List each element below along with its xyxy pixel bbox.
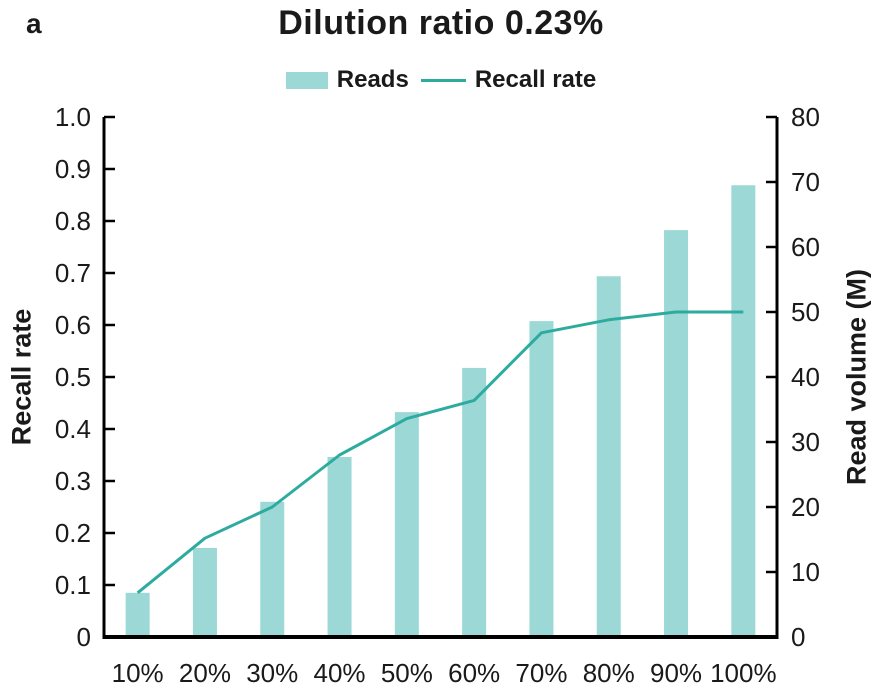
left-axis-tick-label: 0 bbox=[77, 622, 91, 652]
bar-reads-20% bbox=[192, 547, 217, 637]
right-axis-tick-label: 50 bbox=[791, 297, 820, 327]
bar-reads-70% bbox=[529, 321, 554, 637]
bar-reads-30% bbox=[260, 501, 285, 637]
right-axis-tick-label: 20 bbox=[791, 492, 820, 522]
x-axis-tick-label: 80% bbox=[583, 658, 635, 688]
legend-label-recall-rate: Recall rate bbox=[474, 66, 597, 93]
legend-label-reads: Reads bbox=[336, 66, 409, 93]
right-axis-tick-label: 40 bbox=[791, 362, 820, 392]
left-axis-tick-label: 0.8 bbox=[55, 206, 91, 236]
left-axis-tick-label: 0.5 bbox=[55, 362, 91, 392]
x-axis-tick-label: 50% bbox=[381, 658, 433, 688]
bar-reads-40% bbox=[327, 456, 352, 637]
right-axis-tick-label: 70 bbox=[791, 167, 820, 197]
x-axis-tick-label: 100% bbox=[710, 658, 777, 688]
x-axis-tick-label: 10% bbox=[112, 658, 164, 688]
right-axis-tick-label: 80 bbox=[791, 102, 820, 132]
right-axis-tick-label: 30 bbox=[791, 427, 820, 457]
left-axis-tick-label: 1.0 bbox=[55, 102, 91, 132]
recall-rate-line bbox=[136, 310, 744, 594]
bar-reads-10% bbox=[125, 592, 150, 637]
right-axis-tick-label: 0 bbox=[791, 622, 805, 652]
x-axis-tick-label: 40% bbox=[314, 658, 366, 688]
panel-label: a bbox=[26, 8, 42, 39]
x-axis-tick-label: 70% bbox=[515, 658, 567, 688]
right-axis-tick-label: 60 bbox=[791, 232, 820, 262]
x-axis-tick-label: 30% bbox=[246, 658, 298, 688]
left-axis-tick-label: 0.2 bbox=[55, 518, 91, 548]
reads-swatch-icon bbox=[285, 71, 328, 89]
right-axis-tick-label: 10 bbox=[791, 557, 820, 587]
left-axis-tick-label: 0.1 bbox=[55, 570, 91, 600]
left-axis-tick-label: 0.3 bbox=[55, 466, 91, 496]
bar-reads-90% bbox=[664, 230, 689, 637]
chart-title: Dilution ratio 0.23% bbox=[278, 4, 604, 42]
legend: Reads Recall rate bbox=[0, 66, 882, 94]
bar-reads-60% bbox=[462, 367, 487, 637]
legend-item-reads: Reads bbox=[285, 66, 409, 94]
x-axis-tick-label: 60% bbox=[448, 658, 500, 688]
legend-item-recall-rate: Recall rate bbox=[420, 66, 597, 94]
recall-rate-line-icon bbox=[420, 78, 466, 82]
bar-reads-100% bbox=[731, 185, 756, 637]
left-axis-tick-label: 0.4 bbox=[55, 414, 91, 444]
left-axis-tick-label: 0.9 bbox=[55, 154, 91, 184]
x-axis-tick-label: 90% bbox=[650, 658, 702, 688]
left-axis-tick-label: 0.7 bbox=[55, 258, 91, 288]
left-axis-tick-label: 0.6 bbox=[55, 310, 91, 340]
bar-reads-50% bbox=[394, 412, 419, 637]
x-axis-tick-label: 20% bbox=[179, 658, 231, 688]
bar-reads-80% bbox=[596, 276, 621, 637]
